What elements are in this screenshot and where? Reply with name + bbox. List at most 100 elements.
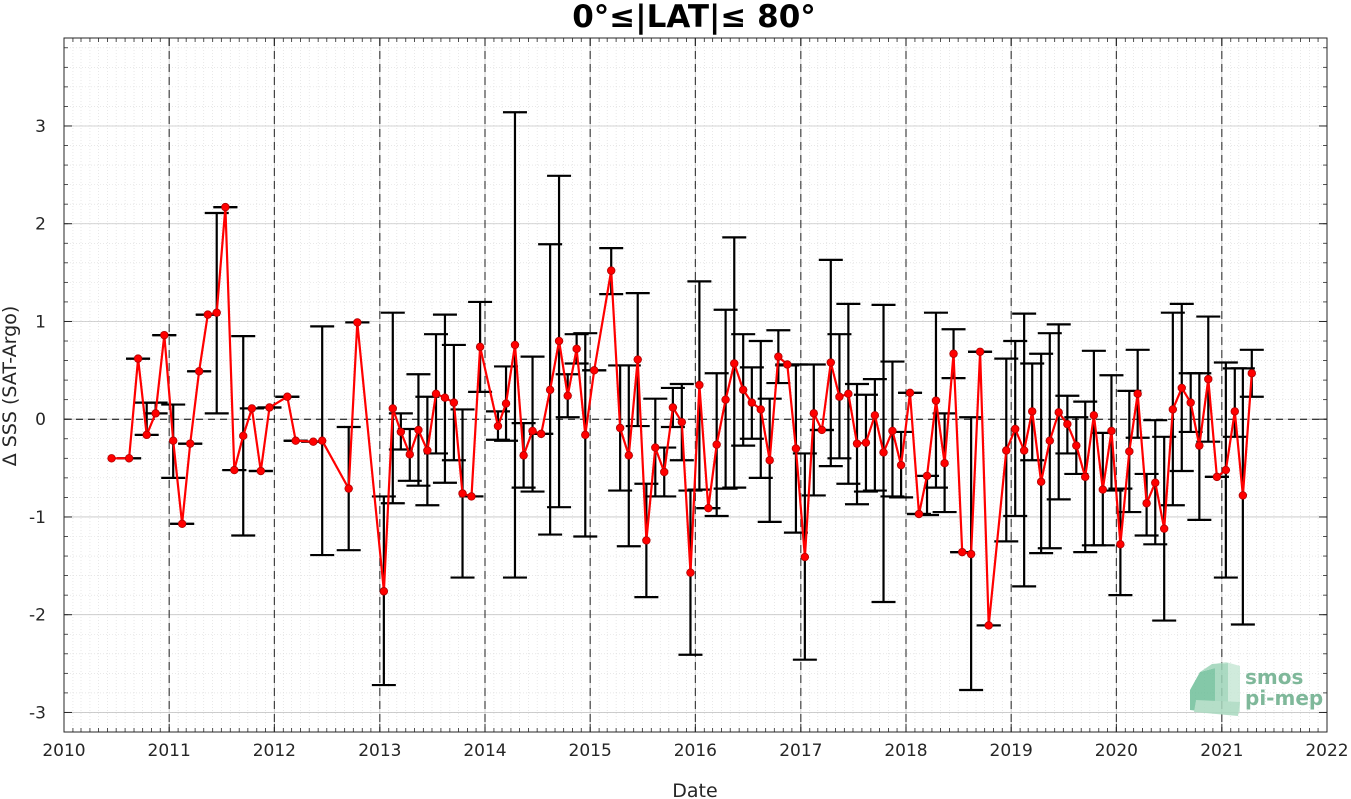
data-point — [888, 426, 897, 436]
data-point — [1019, 446, 1029, 455]
data-point — [922, 471, 932, 481]
data-point — [124, 454, 134, 463]
data-point — [905, 388, 915, 398]
data-point — [1098, 485, 1108, 494]
data-point — [1247, 369, 1256, 378]
data-point — [309, 437, 318, 446]
data-point — [651, 443, 660, 452]
data-point — [957, 547, 967, 557]
data-point — [151, 409, 160, 418]
y-tick-label: 0 — [35, 410, 46, 430]
data-point — [660, 467, 669, 477]
x-tick-labels: 2010 2011 2012 2013 2014 2015 2016 2017 2018 2019… — [42, 741, 1348, 761]
data-point — [704, 503, 713, 513]
y-tick-label: -3 — [29, 703, 46, 723]
data-point — [826, 358, 835, 367]
data-point — [265, 403, 274, 412]
data-point — [177, 519, 187, 528]
series-markers — [107, 202, 1256, 630]
y-tick-label: 2 — [35, 215, 46, 235]
data-point — [107, 454, 116, 463]
data-point — [975, 347, 985, 356]
data-point — [536, 429, 546, 439]
data-point — [1036, 477, 1046, 486]
data-point — [1089, 411, 1099, 420]
data-point — [809, 409, 818, 418]
data-point — [1221, 465, 1231, 475]
data-point — [239, 431, 248, 441]
data-point — [791, 444, 801, 453]
x-tick-label: 2022 — [1305, 741, 1348, 761]
data-point — [467, 492, 476, 501]
data-point — [747, 398, 757, 407]
data-point — [1186, 398, 1195, 407]
data-point — [1028, 407, 1037, 416]
y-tick-labels: 3 2 1 0 -1 -2 -3 — [29, 117, 46, 723]
data-point — [186, 439, 195, 448]
data-point — [554, 336, 564, 346]
data-point — [396, 427, 406, 437]
data-point — [668, 403, 678, 412]
axis-ticks — [63, 38, 1328, 733]
x-tick-label: 2021 — [1200, 741, 1243, 761]
x-tick-label: 2020 — [1095, 741, 1138, 761]
data-point — [493, 421, 503, 431]
data-point — [133, 354, 143, 363]
data-point — [230, 465, 239, 475]
data-point — [1230, 407, 1239, 416]
data-point — [624, 451, 633, 460]
data-point — [475, 342, 485, 352]
data-point — [510, 340, 520, 350]
data-point — [458, 489, 467, 498]
year-dividers — [168, 38, 1223, 732]
data-point — [563, 391, 572, 400]
data-point — [783, 360, 792, 369]
data-point — [1204, 374, 1213, 384]
data-point — [405, 450, 414, 459]
data-point — [1002, 446, 1011, 455]
x-tick-label: 2016 — [674, 741, 717, 761]
logo-text-pi-mep: pi-mep — [1245, 686, 1323, 710]
data-point — [545, 385, 555, 395]
data-point — [449, 398, 459, 407]
data-point — [203, 310, 212, 319]
data-point — [633, 355, 642, 364]
data-point — [984, 621, 993, 630]
data-point — [879, 448, 888, 457]
data-point — [1072, 441, 1081, 450]
data-point — [861, 438, 871, 447]
data-point — [142, 430, 151, 440]
data-point — [1011, 424, 1020, 434]
data-point — [1045, 436, 1054, 445]
smos-pi-mep-logo: smos pi-mep — [1190, 662, 1323, 716]
data-point — [519, 451, 528, 460]
data-point — [607, 266, 616, 275]
data-point — [1195, 441, 1204, 450]
data-point — [414, 425, 423, 435]
x-tick-label: 2019 — [990, 741, 1033, 761]
data-point — [774, 352, 783, 361]
x-tick-label: 2012 — [253, 741, 296, 761]
data-point — [800, 552, 810, 562]
data-point — [581, 430, 590, 440]
data-point — [1107, 426, 1116, 436]
error-bar — [520, 355, 545, 493]
y-axis-label: Δ SSS (SAT-Argo) — [0, 306, 21, 466]
data-point — [256, 466, 266, 476]
data-point — [1142, 499, 1151, 508]
data-point — [730, 359, 739, 368]
data-point — [431, 389, 441, 398]
x-tick-label: 2014 — [463, 741, 506, 761]
data-point — [317, 436, 327, 445]
data-point — [440, 393, 450, 402]
data-point — [931, 396, 941, 405]
data-point — [940, 458, 949, 468]
data-point — [528, 426, 537, 436]
data-point — [501, 399, 511, 408]
data-point — [686, 568, 695, 577]
data-point — [221, 202, 230, 212]
x-axis-label: Date — [672, 780, 717, 799]
data-point — [1133, 389, 1142, 398]
data-point — [247, 404, 257, 413]
